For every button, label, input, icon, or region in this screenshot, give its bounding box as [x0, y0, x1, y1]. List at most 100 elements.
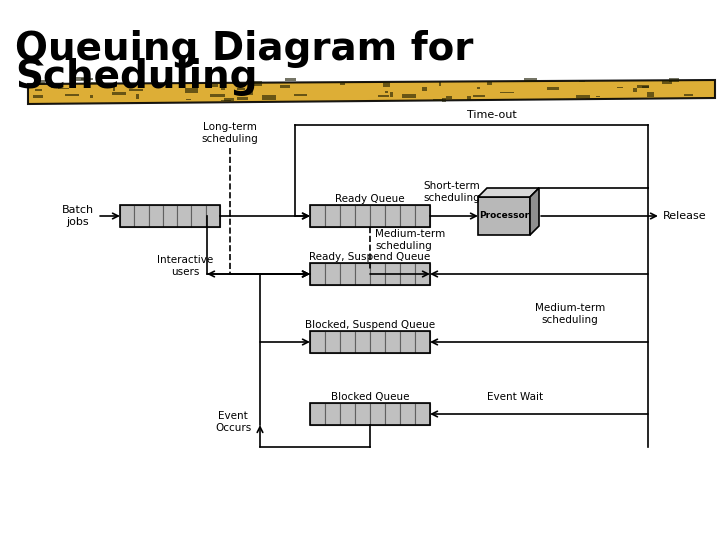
- Bar: [340, 263, 355, 285]
- Bar: [385, 331, 400, 353]
- Polygon shape: [467, 96, 471, 100]
- Polygon shape: [442, 98, 446, 102]
- Bar: [385, 263, 400, 285]
- Polygon shape: [642, 86, 649, 88]
- Polygon shape: [241, 91, 253, 95]
- Polygon shape: [90, 96, 93, 98]
- Polygon shape: [487, 82, 492, 85]
- Polygon shape: [237, 97, 248, 100]
- Text: Short-term
scheduling: Short-term scheduling: [423, 181, 480, 203]
- Bar: [385, 403, 400, 425]
- Bar: [340, 205, 355, 227]
- Polygon shape: [224, 98, 233, 101]
- Polygon shape: [634, 88, 637, 92]
- Bar: [415, 205, 430, 227]
- Text: Medium-term
scheduling: Medium-term scheduling: [375, 229, 445, 251]
- Polygon shape: [385, 91, 388, 92]
- Bar: [385, 205, 400, 227]
- Text: Batch
jobs: Batch jobs: [62, 205, 94, 227]
- Polygon shape: [669, 78, 679, 82]
- Bar: [415, 263, 430, 285]
- Polygon shape: [390, 92, 393, 97]
- Polygon shape: [500, 92, 514, 93]
- Polygon shape: [662, 80, 672, 84]
- Polygon shape: [91, 82, 98, 84]
- Bar: [400, 205, 415, 227]
- Polygon shape: [383, 82, 390, 86]
- Text: Medium-term
scheduling: Medium-term scheduling: [535, 303, 605, 325]
- Bar: [192, 205, 206, 227]
- Text: Queuing Diagram for: Queuing Diagram for: [15, 30, 473, 68]
- Bar: [135, 205, 148, 227]
- Bar: [148, 205, 163, 227]
- Bar: [310, 205, 325, 227]
- Text: Long-term
scheduling: Long-term scheduling: [202, 123, 258, 144]
- Bar: [355, 331, 370, 353]
- Polygon shape: [446, 97, 452, 99]
- Polygon shape: [378, 96, 389, 97]
- Bar: [340, 331, 355, 353]
- Polygon shape: [251, 81, 261, 85]
- Bar: [310, 263, 430, 285]
- Bar: [325, 331, 340, 353]
- Bar: [355, 263, 370, 285]
- Polygon shape: [129, 89, 143, 91]
- Polygon shape: [136, 94, 139, 99]
- Polygon shape: [433, 99, 443, 101]
- Polygon shape: [523, 78, 537, 82]
- Bar: [120, 205, 135, 227]
- Polygon shape: [112, 92, 126, 94]
- Bar: [370, 263, 385, 285]
- Bar: [400, 263, 415, 285]
- Text: Release: Release: [663, 211, 706, 221]
- Bar: [340, 403, 355, 425]
- Text: Ready, Suspend Queue: Ready, Suspend Queue: [310, 252, 431, 262]
- Polygon shape: [33, 94, 42, 98]
- Bar: [325, 205, 340, 227]
- Polygon shape: [530, 188, 539, 235]
- Bar: [206, 205, 220, 227]
- Text: Ready Queue: Ready Queue: [336, 194, 405, 204]
- Bar: [370, 331, 385, 353]
- Polygon shape: [477, 87, 480, 90]
- Text: Event Wait: Event Wait: [487, 392, 543, 402]
- Polygon shape: [210, 94, 225, 97]
- Polygon shape: [402, 94, 416, 98]
- Polygon shape: [81, 78, 93, 80]
- Bar: [400, 331, 415, 353]
- Bar: [310, 331, 325, 353]
- Bar: [120, 205, 220, 227]
- Polygon shape: [636, 85, 649, 88]
- Polygon shape: [294, 93, 307, 96]
- Bar: [310, 403, 430, 425]
- Bar: [325, 263, 340, 285]
- Polygon shape: [74, 77, 89, 81]
- Polygon shape: [617, 87, 624, 88]
- Polygon shape: [205, 84, 218, 87]
- Polygon shape: [547, 87, 559, 90]
- Polygon shape: [34, 80, 45, 84]
- Bar: [310, 205, 430, 227]
- Bar: [478, 197, 530, 235]
- Polygon shape: [596, 96, 600, 97]
- Polygon shape: [206, 84, 212, 87]
- Bar: [415, 331, 430, 353]
- Text: Event
Occurs: Event Occurs: [215, 411, 251, 433]
- Polygon shape: [28, 80, 715, 104]
- Polygon shape: [284, 78, 296, 81]
- Polygon shape: [577, 94, 590, 98]
- Bar: [325, 403, 340, 425]
- Polygon shape: [237, 89, 245, 91]
- Polygon shape: [113, 86, 115, 91]
- Polygon shape: [579, 81, 585, 82]
- Bar: [400, 403, 415, 425]
- Bar: [177, 205, 192, 227]
- Bar: [310, 263, 325, 285]
- Text: Scheduling: Scheduling: [15, 58, 258, 96]
- Polygon shape: [473, 95, 485, 97]
- Bar: [163, 205, 177, 227]
- Bar: [355, 403, 370, 425]
- Polygon shape: [185, 88, 197, 92]
- Polygon shape: [423, 87, 427, 91]
- Polygon shape: [685, 94, 693, 97]
